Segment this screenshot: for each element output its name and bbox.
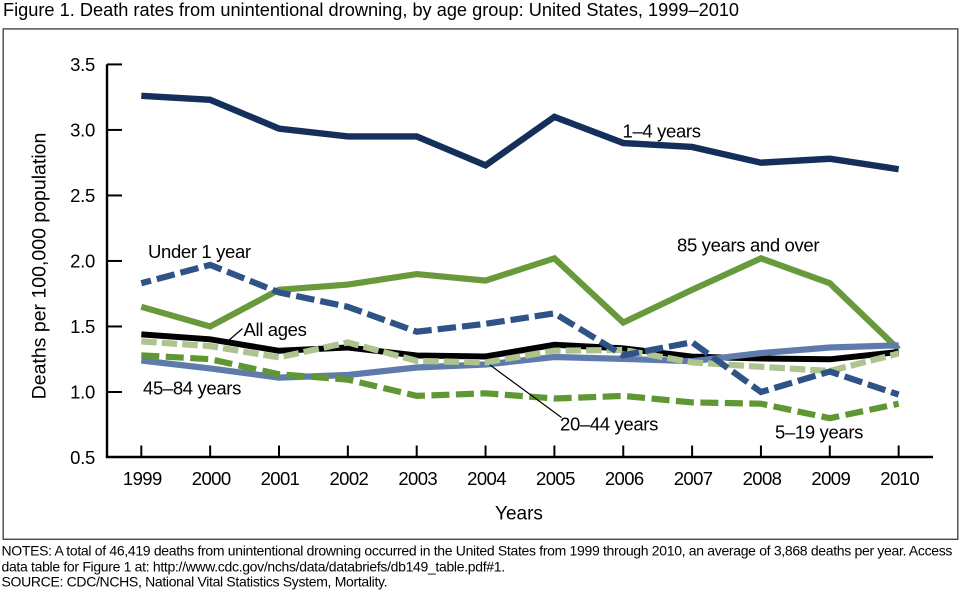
svg-text:2003: 2003 — [398, 468, 437, 489]
svg-text:2.0: 2.0 — [70, 250, 95, 271]
svg-text:2010: 2010 — [880, 468, 919, 489]
svg-text:Deaths per 100,000 population: Deaths per 100,000 population — [29, 133, 51, 400]
svg-text:All ages: All ages — [244, 319, 307, 340]
svg-text:0.5: 0.5 — [70, 447, 95, 468]
svg-text:2009: 2009 — [811, 468, 850, 489]
svg-text:SOURCE: CDC/NCHS, National Vit: SOURCE: CDC/NCHS, National Vital Statist… — [2, 574, 388, 590]
svg-text:45–84 years: 45–84 years — [143, 377, 241, 398]
svg-text:85 years and over: 85 years and over — [677, 234, 819, 255]
svg-text:3.0: 3.0 — [70, 119, 95, 140]
svg-text:Under 1 year: Under 1 year — [148, 241, 251, 262]
svg-text:NOTES: A total of 46,419 death: NOTES: A total of 46,419 deaths from uni… — [2, 543, 953, 559]
svg-text:3.5: 3.5 — [70, 54, 95, 75]
svg-text:1.5: 1.5 — [70, 316, 95, 337]
svg-text:2002: 2002 — [329, 468, 368, 489]
svg-text:2008: 2008 — [743, 468, 782, 489]
svg-text:2.5: 2.5 — [70, 185, 95, 206]
svg-text:2005: 2005 — [536, 468, 575, 489]
svg-text:20–44 years: 20–44 years — [560, 414, 658, 435]
svg-text:1–4 years: 1–4 years — [623, 121, 701, 142]
svg-text:2004: 2004 — [467, 468, 506, 489]
svg-text:2000: 2000 — [192, 468, 231, 489]
svg-text:2006: 2006 — [605, 468, 644, 489]
svg-text:1.0: 1.0 — [70, 382, 95, 403]
svg-text:1999: 1999 — [123, 468, 162, 489]
svg-text:data table for Figure 1 at: ht: data table for Figure 1 at: http://www.c… — [2, 559, 505, 575]
svg-text:Figure 1. Death rates from uni: Figure 1. Death rates from unintentional… — [3, 0, 739, 20]
svg-text:5–19 years: 5–19 years — [775, 422, 863, 443]
svg-text:Years: Years — [495, 504, 543, 525]
svg-text:2001: 2001 — [261, 468, 300, 489]
svg-text:2007: 2007 — [674, 468, 713, 489]
